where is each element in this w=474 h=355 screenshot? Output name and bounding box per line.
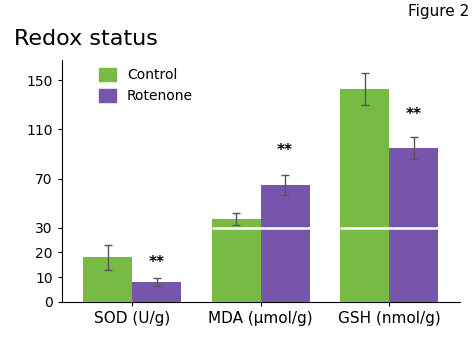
Bar (83, 257, 132, 302)
Text: **: ** (277, 143, 293, 158)
Bar (212, 219, 261, 302)
Bar (132, 282, 181, 302)
Text: Figure 2: Figure 2 (408, 4, 469, 18)
Legend: Control, Rotenone: Control, Rotenone (93, 63, 198, 109)
Text: Redox status: Redox status (14, 29, 158, 49)
Text: **: ** (149, 255, 164, 270)
Bar (261, 185, 310, 302)
Bar (389, 148, 438, 302)
Text: **: ** (406, 107, 421, 122)
Bar (340, 89, 389, 302)
